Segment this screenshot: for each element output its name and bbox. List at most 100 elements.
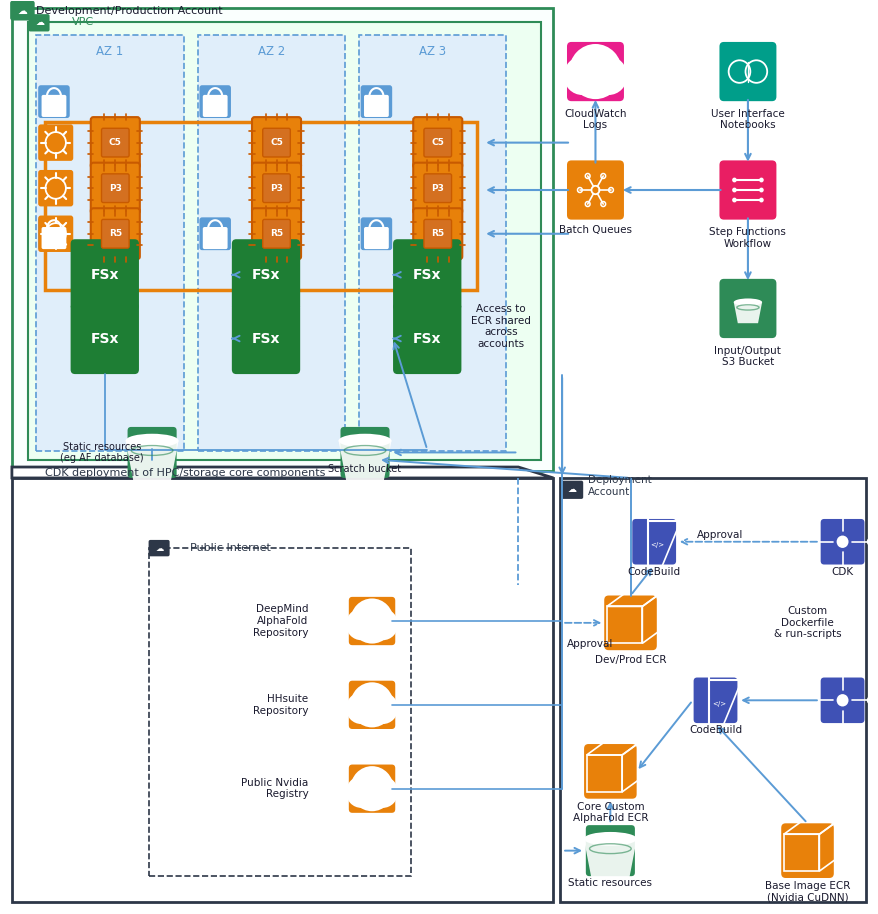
Circle shape	[838, 567, 846, 575]
FancyBboxPatch shape	[392, 303, 461, 374]
Text: Static resources: Static resources	[568, 878, 651, 888]
Bar	[27, 22, 541, 460]
FancyBboxPatch shape	[349, 681, 395, 729]
Bar	[12, 7, 553, 471]
Circle shape	[838, 508, 846, 516]
Bar	[559, 478, 865, 902]
FancyBboxPatch shape	[413, 208, 462, 260]
FancyBboxPatch shape	[263, 174, 290, 203]
Text: User Interface
Notebooks: User Interface Notebooks	[710, 109, 784, 130]
FancyBboxPatch shape	[252, 163, 300, 214]
Ellipse shape	[126, 434, 178, 448]
FancyBboxPatch shape	[718, 279, 775, 338]
Text: </>: </>	[835, 584, 848, 589]
FancyBboxPatch shape	[252, 208, 300, 260]
FancyBboxPatch shape	[413, 163, 462, 214]
Text: AZ 1: AZ 1	[97, 45, 124, 58]
FancyBboxPatch shape	[263, 219, 290, 248]
Text: DeepMind
AlphaFold
Repository: DeepMind AlphaFold Repository	[253, 604, 308, 638]
FancyBboxPatch shape	[349, 764, 395, 813]
Text: </>: </>	[835, 742, 848, 748]
FancyBboxPatch shape	[41, 95, 66, 117]
Text: </>: </>	[650, 542, 664, 548]
Text: Public Internet: Public Internet	[190, 543, 270, 553]
FancyBboxPatch shape	[252, 117, 300, 168]
Bar	[12, 478, 553, 902]
Circle shape	[367, 776, 398, 808]
FancyBboxPatch shape	[566, 160, 623, 219]
Text: Static resources
(eg AF database): Static resources (eg AF database)	[61, 441, 144, 463]
Circle shape	[346, 776, 376, 808]
Text: R5: R5	[109, 229, 122, 239]
Circle shape	[759, 177, 763, 183]
Text: CDK: CDK	[831, 567, 853, 577]
FancyBboxPatch shape	[232, 303, 300, 374]
Text: R5: R5	[431, 229, 443, 239]
Text: Public Nvidia
Registry: Public Nvidia Registry	[241, 778, 308, 800]
Text: ☁: ☁	[18, 5, 27, 16]
Text: FSx: FSx	[413, 332, 441, 345]
FancyBboxPatch shape	[38, 216, 73, 252]
Text: Batch Queues: Batch Queues	[558, 225, 631, 235]
Text: Base Image ECR
(Nvidia CuDNN): Base Image ECR (Nvidia CuDNN)	[764, 881, 849, 902]
Text: Deployment
Account: Deployment Account	[587, 475, 651, 497]
Circle shape	[346, 693, 376, 724]
FancyBboxPatch shape	[199, 218, 231, 250]
Circle shape	[367, 693, 398, 724]
Text: Scratch bucket: Scratch bucket	[328, 463, 401, 473]
FancyBboxPatch shape	[232, 239, 300, 310]
Text: CodeBuild: CodeBuild	[627, 567, 680, 577]
Circle shape	[810, 696, 817, 705]
Text: FSx: FSx	[251, 332, 280, 345]
Polygon shape	[583, 839, 637, 878]
Text: Custom
Dockerfile
& run-scripts: Custom Dockerfile & run-scripts	[773, 606, 840, 640]
Text: C5: C5	[270, 138, 283, 147]
Text: FSx: FSx	[90, 268, 119, 282]
FancyBboxPatch shape	[423, 219, 451, 248]
FancyBboxPatch shape	[340, 427, 389, 478]
Bar	[36, 35, 184, 451]
Text: Approval: Approval	[696, 530, 742, 540]
Circle shape	[346, 609, 376, 640]
Ellipse shape	[338, 434, 391, 448]
FancyBboxPatch shape	[41, 227, 66, 250]
Text: CDK deployment of HPC/storage core components: CDK deployment of HPC/storage core compo…	[45, 468, 325, 478]
Text: P3: P3	[109, 184, 121, 193]
FancyBboxPatch shape	[127, 427, 176, 478]
Text: CodeBuild: CodeBuild	[688, 726, 741, 736]
Polygon shape	[126, 441, 178, 480]
Ellipse shape	[733, 299, 761, 306]
Text: R5: R5	[270, 229, 283, 239]
Circle shape	[350, 766, 393, 812]
Text: Access to
ECR shared
across
accounts: Access to ECR shared across accounts	[471, 304, 530, 349]
Circle shape	[350, 599, 393, 643]
FancyBboxPatch shape	[70, 239, 139, 310]
Circle shape	[367, 609, 398, 640]
FancyBboxPatch shape	[423, 174, 451, 203]
FancyBboxPatch shape	[38, 85, 69, 118]
Text: ☁: ☁	[155, 544, 164, 553]
FancyBboxPatch shape	[363, 227, 388, 250]
FancyBboxPatch shape	[719, 161, 774, 218]
Text: P3: P3	[431, 184, 443, 193]
FancyBboxPatch shape	[719, 43, 774, 101]
FancyBboxPatch shape	[423, 128, 451, 157]
FancyBboxPatch shape	[360, 85, 392, 118]
Circle shape	[836, 694, 847, 707]
Circle shape	[568, 44, 622, 99]
Circle shape	[810, 537, 817, 546]
FancyBboxPatch shape	[28, 14, 49, 31]
Circle shape	[759, 187, 763, 193]
FancyBboxPatch shape	[360, 218, 392, 250]
Text: FSx: FSx	[251, 268, 280, 282]
Text: Step Functions
Workflow: Step Functions Workflow	[709, 227, 786, 249]
Polygon shape	[12, 467, 553, 478]
Text: AZ 2: AZ 2	[257, 45, 284, 58]
Circle shape	[589, 57, 627, 95]
Circle shape	[731, 197, 736, 202]
Text: Development/Production Account: Development/Production Account	[36, 5, 223, 16]
FancyBboxPatch shape	[718, 160, 775, 219]
FancyBboxPatch shape	[90, 208, 140, 260]
FancyBboxPatch shape	[38, 170, 73, 207]
Bar	[45, 122, 477, 291]
